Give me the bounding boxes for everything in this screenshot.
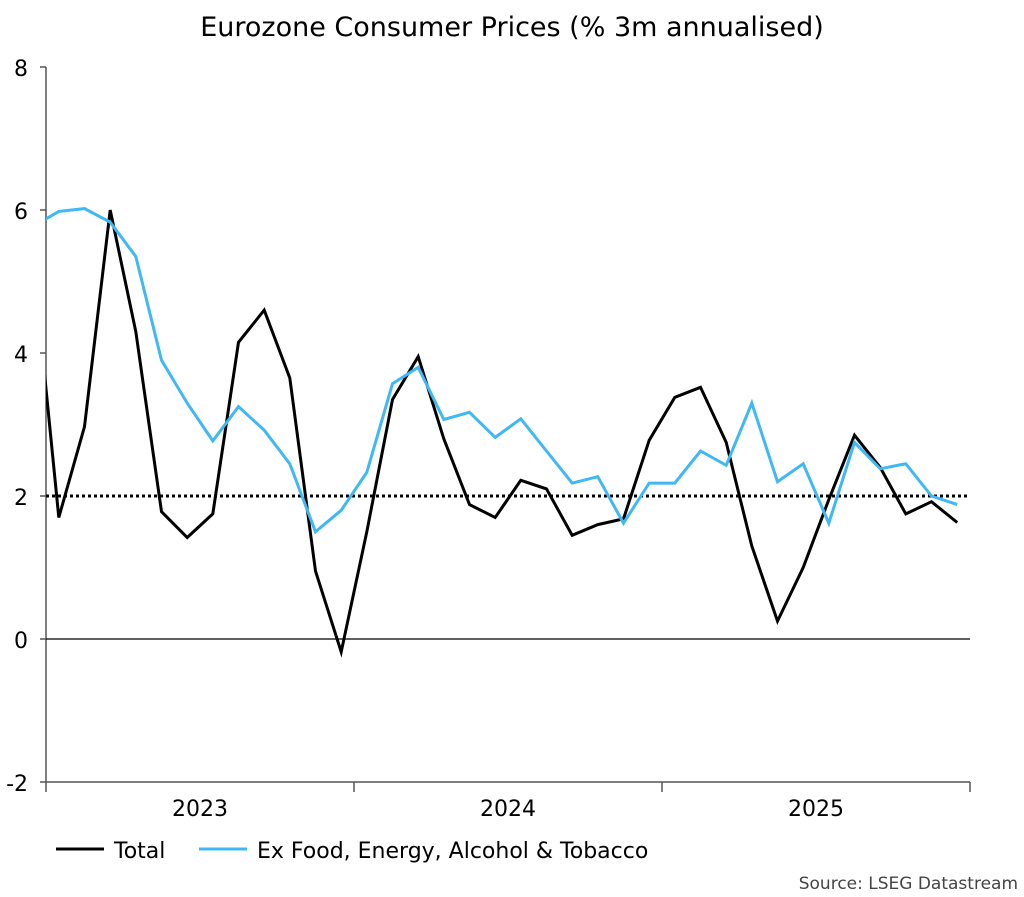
y-tick-label: -2: [6, 772, 28, 797]
x-tick-label: 2023: [172, 797, 228, 822]
y-tick-label: 0: [14, 629, 28, 654]
legend: Total Ex Food, Energy, Alcohol & Tobacco: [56, 839, 648, 864]
series-line-core: [46, 207, 958, 535]
x-tick-label: 2024: [480, 797, 536, 822]
series-line-total: [46, 209, 959, 658]
y-tick-label: 4: [14, 343, 28, 368]
y-axis: -2 0 2 4 6 8: [6, 57, 47, 797]
y-tick-label: 6: [14, 200, 28, 225]
source-note: Source: LSEG Datastream: [799, 874, 1018, 894]
y-tick-label: 2: [14, 486, 28, 511]
legend-label-core: Ex Food, Energy, Alcohol & Tobacco: [257, 839, 648, 864]
y-tick-label: 8: [14, 57, 28, 82]
legend-label-total: Total: [113, 839, 165, 864]
x-tick-label: 2025: [788, 797, 844, 822]
x-axis: 2023 2024 2025: [45, 494, 971, 822]
chart-title: Eurozone Consumer Prices (% 3m annualise…: [200, 12, 824, 43]
